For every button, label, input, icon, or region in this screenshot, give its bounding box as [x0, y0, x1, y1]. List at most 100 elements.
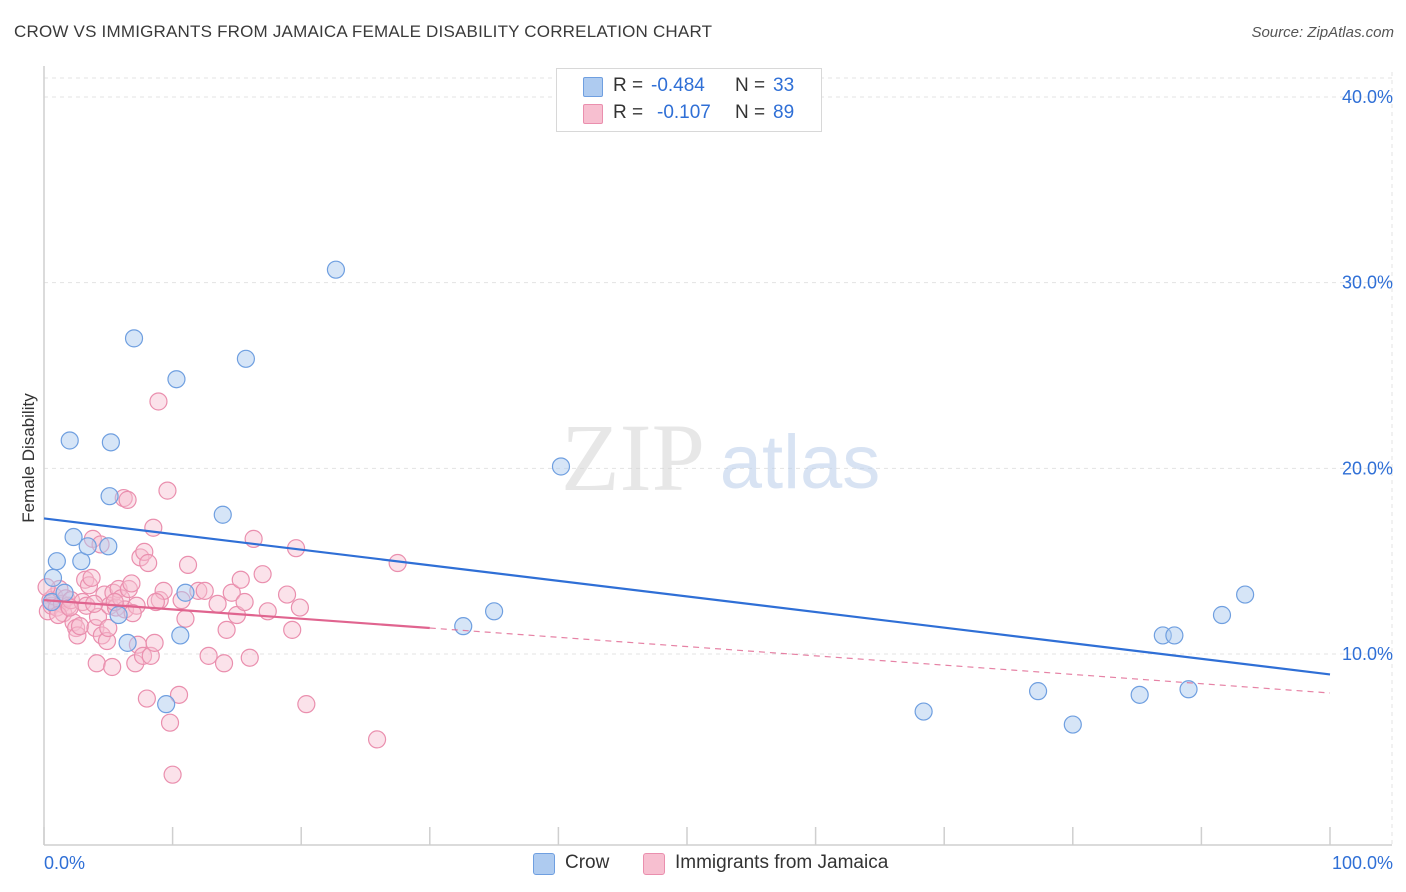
legend-r-label: R =: [613, 75, 644, 96]
axes: [43, 66, 1392, 846]
trend-line-jamaica-extension: [429, 627, 1331, 694]
legend-swatch-jamaica: [583, 104, 603, 124]
data-point-jamaica: [158, 481, 177, 500]
legend-n-value-jamaica: 89: [773, 102, 795, 123]
data-point-crow: [1236, 585, 1255, 604]
data-point-crow: [454, 617, 473, 636]
data-point-jamaica: [97, 631, 117, 651]
legend-r-value-crow: -0.484: [651, 75, 705, 96]
y-axis-label: Female Disability: [19, 393, 38, 523]
data-point-jamaica: [169, 685, 189, 704]
data-point-jamaica: [222, 583, 241, 602]
data-point-jamaica: [217, 620, 236, 639]
data-point-jamaica: [126, 654, 145, 673]
y-tick-label: 30.0%: [1342, 273, 1393, 293]
data-point-crow: [109, 605, 128, 625]
trend-line-crow: [43, 517, 1331, 676]
legend-r-label: R =: [613, 102, 644, 123]
y-tick-label: 10.0%: [1342, 644, 1393, 664]
data-point-crow: [1212, 605, 1232, 625]
y-tick-label: 20.0%: [1342, 458, 1393, 478]
data-point-jamaica: [149, 392, 168, 411]
data-point-jamaica: [214, 654, 234, 673]
data-point-crow: [914, 702, 933, 721]
tick-labels: 10.0% 20.0% 30.0% 40.0% 0.0% 100.0%: [44, 87, 1393, 873]
legend-n-label: N =: [735, 75, 766, 96]
data-point-jamaica: [163, 765, 182, 784]
chart-title: CROW VS IMMIGRANTS FROM JAMAICA FEMALE D…: [14, 22, 713, 41]
data-point-jamaica: [283, 620, 302, 639]
data-point-crow: [60, 431, 79, 450]
data-point-jamaica: [118, 490, 137, 509]
data-point-jamaica: [79, 576, 99, 595]
series-crow-points: [42, 260, 1255, 734]
data-point-crow: [124, 329, 144, 348]
data-point-jamaica: [290, 598, 310, 617]
trend-line-jamaica: [43, 599, 430, 630]
data-point-jamaica: [135, 542, 154, 561]
data-point-jamaica: [87, 654, 106, 673]
data-point-crow: [1130, 685, 1149, 704]
data-point-crow: [167, 370, 186, 389]
data-point-crow: [64, 527, 83, 547]
data-point-crow: [78, 537, 97, 556]
legend-r-value-jamaica: -0.107: [657, 102, 711, 123]
data-point-jamaica: [240, 648, 259, 667]
data-point-jamaica: [178, 555, 198, 574]
data-point-crow: [43, 568, 63, 587]
legend-n-label: N =: [735, 102, 766, 123]
data-point-jamaica: [277, 585, 297, 604]
data-point-crow: [1028, 682, 1048, 701]
data-point-jamaica: [297, 695, 316, 714]
data-point-crow: [326, 260, 346, 279]
data-point-jamaica: [86, 618, 105, 638]
data-point-crow: [176, 583, 195, 602]
data-point-crow: [47, 552, 66, 571]
x-tick-label-max: 100.0%: [1332, 853, 1393, 873]
data-point-jamaica: [176, 609, 195, 628]
data-point-crow: [551, 457, 571, 476]
data-point-jamaica: [70, 617, 90, 636]
data-point-jamaica: [253, 565, 272, 584]
watermark-atlas: atlas: [720, 420, 881, 505]
data-point-crow: [1063, 715, 1082, 734]
data-point-crow: [213, 505, 232, 524]
legend-swatch-jamaica: [643, 853, 665, 875]
data-point-jamaica: [145, 633, 164, 652]
correlation-legend: R = -0.484 N = 33 R = -0.107 N = 89: [556, 68, 822, 132]
legend-swatch-crow: [583, 77, 603, 97]
series-jamaica-points: [37, 392, 407, 784]
data-point-jamaica: [208, 594, 227, 613]
data-point-crow: [118, 633, 137, 652]
y-tick-label: 40.0%: [1342, 87, 1393, 107]
data-point-crow: [157, 695, 176, 714]
data-point-jamaica: [99, 618, 118, 638]
data-point-jamaica: [231, 570, 250, 589]
x-tick-label-min: 0.0%: [44, 853, 85, 873]
series-legend: Crow Immigrants from Jamaica: [0, 850, 1406, 880]
data-point-jamaica: [103, 657, 122, 677]
data-point-crow: [1179, 680, 1198, 699]
data-point-jamaica: [133, 646, 153, 665]
data-point-jamaica: [82, 568, 101, 587]
legend-swatch-crow: [533, 853, 555, 875]
data-point-jamaica: [122, 574, 141, 593]
data-point-jamaica: [199, 646, 218, 665]
source-credit: Source: ZipAtlas.com: [1251, 24, 1394, 41]
data-point-jamaica: [92, 626, 111, 645]
data-point-jamaica: [137, 689, 156, 708]
legend-n-value-crow: 33: [773, 75, 795, 96]
data-point-crow: [100, 487, 119, 506]
data-point-crow: [55, 583, 74, 602]
data-point-crow: [1165, 626, 1184, 645]
data-point-jamaica: [144, 518, 163, 537]
grid-lines: [44, 72, 1393, 845]
data-point-crow: [171, 626, 190, 645]
data-point-jamaica: [139, 553, 158, 573]
data-point-crow: [236, 349, 256, 368]
data-point-crow: [99, 537, 118, 556]
data-point-jamaica: [235, 592, 254, 612]
data-point-crow: [485, 602, 504, 621]
legend-label-crow: Crow: [565, 852, 610, 873]
